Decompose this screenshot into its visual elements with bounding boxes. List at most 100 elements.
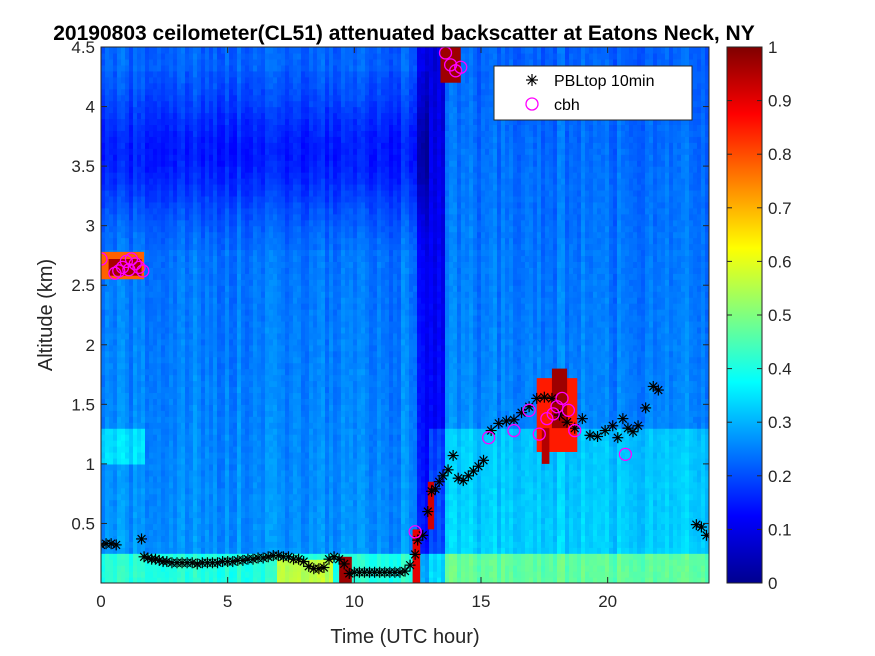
pbltop-point <box>523 401 535 413</box>
pbltop-point <box>105 538 117 550</box>
pbltop-point <box>472 460 484 472</box>
y-axis: 0.5 1 1.5 2 2.5 3 3.5 4 4.5 <box>71 38 709 533</box>
legend-cbh-label: cbh <box>554 97 580 114</box>
y-tick-label: 1.5 <box>71 395 95 414</box>
colorbar-tick-label: 0.1 <box>768 520 792 539</box>
cbh-point <box>408 525 422 539</box>
cbh-point <box>454 60 468 74</box>
y-tick-label: 4.5 <box>71 38 95 57</box>
pbltop-point <box>272 550 284 562</box>
pbltop-point <box>110 539 122 551</box>
pbltop-point <box>247 553 259 565</box>
colorbar-tick-label: 0.7 <box>768 199 792 218</box>
y-tick-label: 1 <box>86 455 95 474</box>
cbh-point <box>532 427 546 441</box>
pbltop-point <box>442 464 454 476</box>
chart-title: 20190803 ceilometer(CL51) attenuated bac… <box>53 22 754 45</box>
cbh-point <box>568 423 582 438</box>
pbltop-point <box>493 417 505 429</box>
cbh-point <box>132 260 146 275</box>
cbh-point <box>101 252 108 266</box>
pbltop-point <box>447 450 459 462</box>
legend-asterisk <box>526 74 538 86</box>
y-axis-label: Altitude (km) <box>35 259 57 371</box>
pbltop-point <box>592 430 604 442</box>
plot-frame <box>100 46 710 584</box>
pbltop-point <box>338 558 350 570</box>
pbltop-point <box>237 554 249 566</box>
colorbar-tick-label: 0.9 <box>768 92 792 111</box>
cloud-feature <box>541 428 550 464</box>
colorbar-tick-label: 0.4 <box>768 360 792 379</box>
cbh-point <box>128 257 142 271</box>
pbltop-point <box>627 426 639 438</box>
pbltop-point <box>617 413 629 425</box>
y-tick-label: 3.5 <box>71 157 95 176</box>
cbh-point <box>546 407 560 421</box>
x-axis: 0 5 10 15 20 <box>96 47 617 611</box>
cloud-feature <box>427 481 435 530</box>
pbltop-point <box>409 548 421 560</box>
pbltop-point <box>417 529 429 541</box>
legend-box <box>493 65 693 121</box>
backscatter-heatmap <box>101 47 709 583</box>
pbltop-point <box>508 414 520 426</box>
pbltop-point <box>612 432 624 444</box>
pbltop-point <box>457 475 469 487</box>
pbltop-point <box>561 416 573 428</box>
legend: PBLtop 10min cbh <box>493 65 693 121</box>
legend-cbh-marker <box>525 97 539 111</box>
cbh-point <box>507 423 521 438</box>
pbltop-point <box>695 521 707 533</box>
pbltop-point <box>531 392 543 404</box>
pbltop-point <box>576 413 588 425</box>
pbltop-point <box>500 415 512 427</box>
pbltop-point <box>399 565 411 577</box>
cbh-point <box>438 47 453 60</box>
cbh-point <box>561 403 576 417</box>
legend-pbltop-marker <box>526 74 538 86</box>
cbh-point <box>112 264 126 278</box>
x-tick-label: 20 <box>598 592 617 611</box>
colorbar-tick-label: 0.3 <box>768 413 792 432</box>
y-tick-label: 2.5 <box>71 276 95 295</box>
cbh-point <box>481 431 496 445</box>
y-tick-label: 2 <box>86 336 95 355</box>
pbltop-point <box>313 563 325 575</box>
x-tick-label: 15 <box>472 592 491 611</box>
y-tick-label: 4 <box>86 98 95 117</box>
x-tick-label: 5 <box>223 592 232 611</box>
cloud-feature <box>440 47 461 83</box>
pbltop-point <box>599 425 611 437</box>
y-tick-label: 3 <box>86 217 95 236</box>
pbltop-point <box>700 529 709 541</box>
cbh-point <box>555 391 569 406</box>
colorbar-tick-label: 0.6 <box>768 252 792 271</box>
pbltop-point <box>136 533 148 545</box>
pbltop-series <box>101 380 709 579</box>
pbltop-point <box>632 420 644 432</box>
pbltop-point <box>516 407 528 419</box>
pbltop-point <box>433 476 445 488</box>
colorbar-axis: 0 0.1 0.2 0.3 0.4 0.5 0.6 0.7 0.8 0.9 1 <box>727 38 792 593</box>
y-tick-label: 0.5 <box>71 514 95 533</box>
colorbar-tick-label: 0.2 <box>768 467 792 486</box>
cbh-series <box>101 47 633 539</box>
legend-pbltop-label: PBLtop 10min <box>554 73 655 90</box>
cbh-point <box>522 403 536 417</box>
pbltop-point <box>437 470 449 482</box>
colorbar <box>726 46 763 584</box>
pbltop-point <box>422 506 434 518</box>
pbltop-point <box>607 420 619 432</box>
colorbar-tick-label: 0.8 <box>768 145 792 164</box>
pbltop-point <box>318 562 330 574</box>
cbh-point <box>618 447 633 462</box>
x-tick-label: 10 <box>345 592 364 611</box>
x-tick-label: 0 <box>96 592 105 611</box>
pbltop-point <box>478 454 490 466</box>
pbltop-point <box>584 429 596 441</box>
cbh-point <box>136 264 150 278</box>
pbltop-point <box>485 425 497 437</box>
colorbar-tick-label: 0 <box>768 574 777 593</box>
